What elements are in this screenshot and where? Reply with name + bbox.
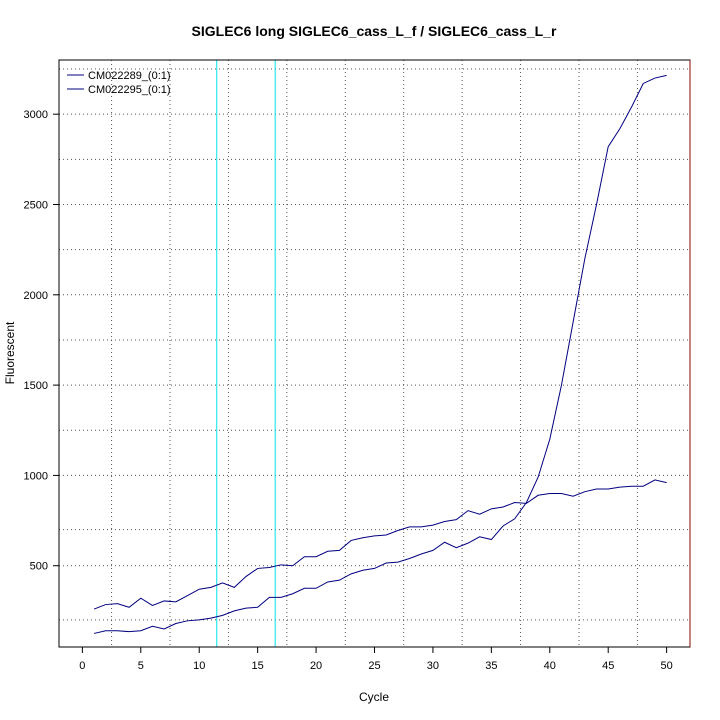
legend-label: CM022295_(0:1) [88,84,171,96]
x-tick-label: 0 [79,660,85,672]
y-tick-label: 1000 [24,470,48,482]
y-tick-label: 1500 [24,380,48,392]
chart-title: SIGLEC6 long SIGLEC6_cass_L_f / SIGLEC6_… [192,23,557,39]
y-tick-label: 3000 [24,109,48,121]
y-axis: 500 1000 1500 2000 2500 3000 [24,109,59,573]
legend-label: CM022289_(0:1) [88,70,171,82]
x-axis-label: Cycle [359,690,389,704]
y-tick-label: 500 [30,561,48,573]
x-tick-label: 20 [310,660,322,672]
threshold-layer [216,60,276,647]
y-tick-label: 2500 [24,199,48,211]
y-axis-label: Fluorescent [3,321,17,384]
x-tick-label: 40 [544,660,556,672]
x-tick-label: 5 [138,660,144,672]
x-tick-label: 25 [368,660,380,672]
x-tick-label: 35 [485,660,497,672]
y-tick-label: 2000 [24,290,48,302]
x-axis: 0 5 10 15 20 25 30 35 40 45 50 [79,647,673,672]
series-line-2 [93,74,667,634]
x-tick-label: 50 [661,660,673,672]
x-tick-label: 15 [252,660,264,672]
series-line-1 [93,479,667,610]
x-tick-label: 45 [602,660,614,672]
x-tick-label: 10 [193,660,205,672]
series-layer [93,74,667,634]
legend: CM022289_(0:1) CM022295_(0:1) [67,70,171,96]
x-tick-label: 30 [427,660,439,672]
